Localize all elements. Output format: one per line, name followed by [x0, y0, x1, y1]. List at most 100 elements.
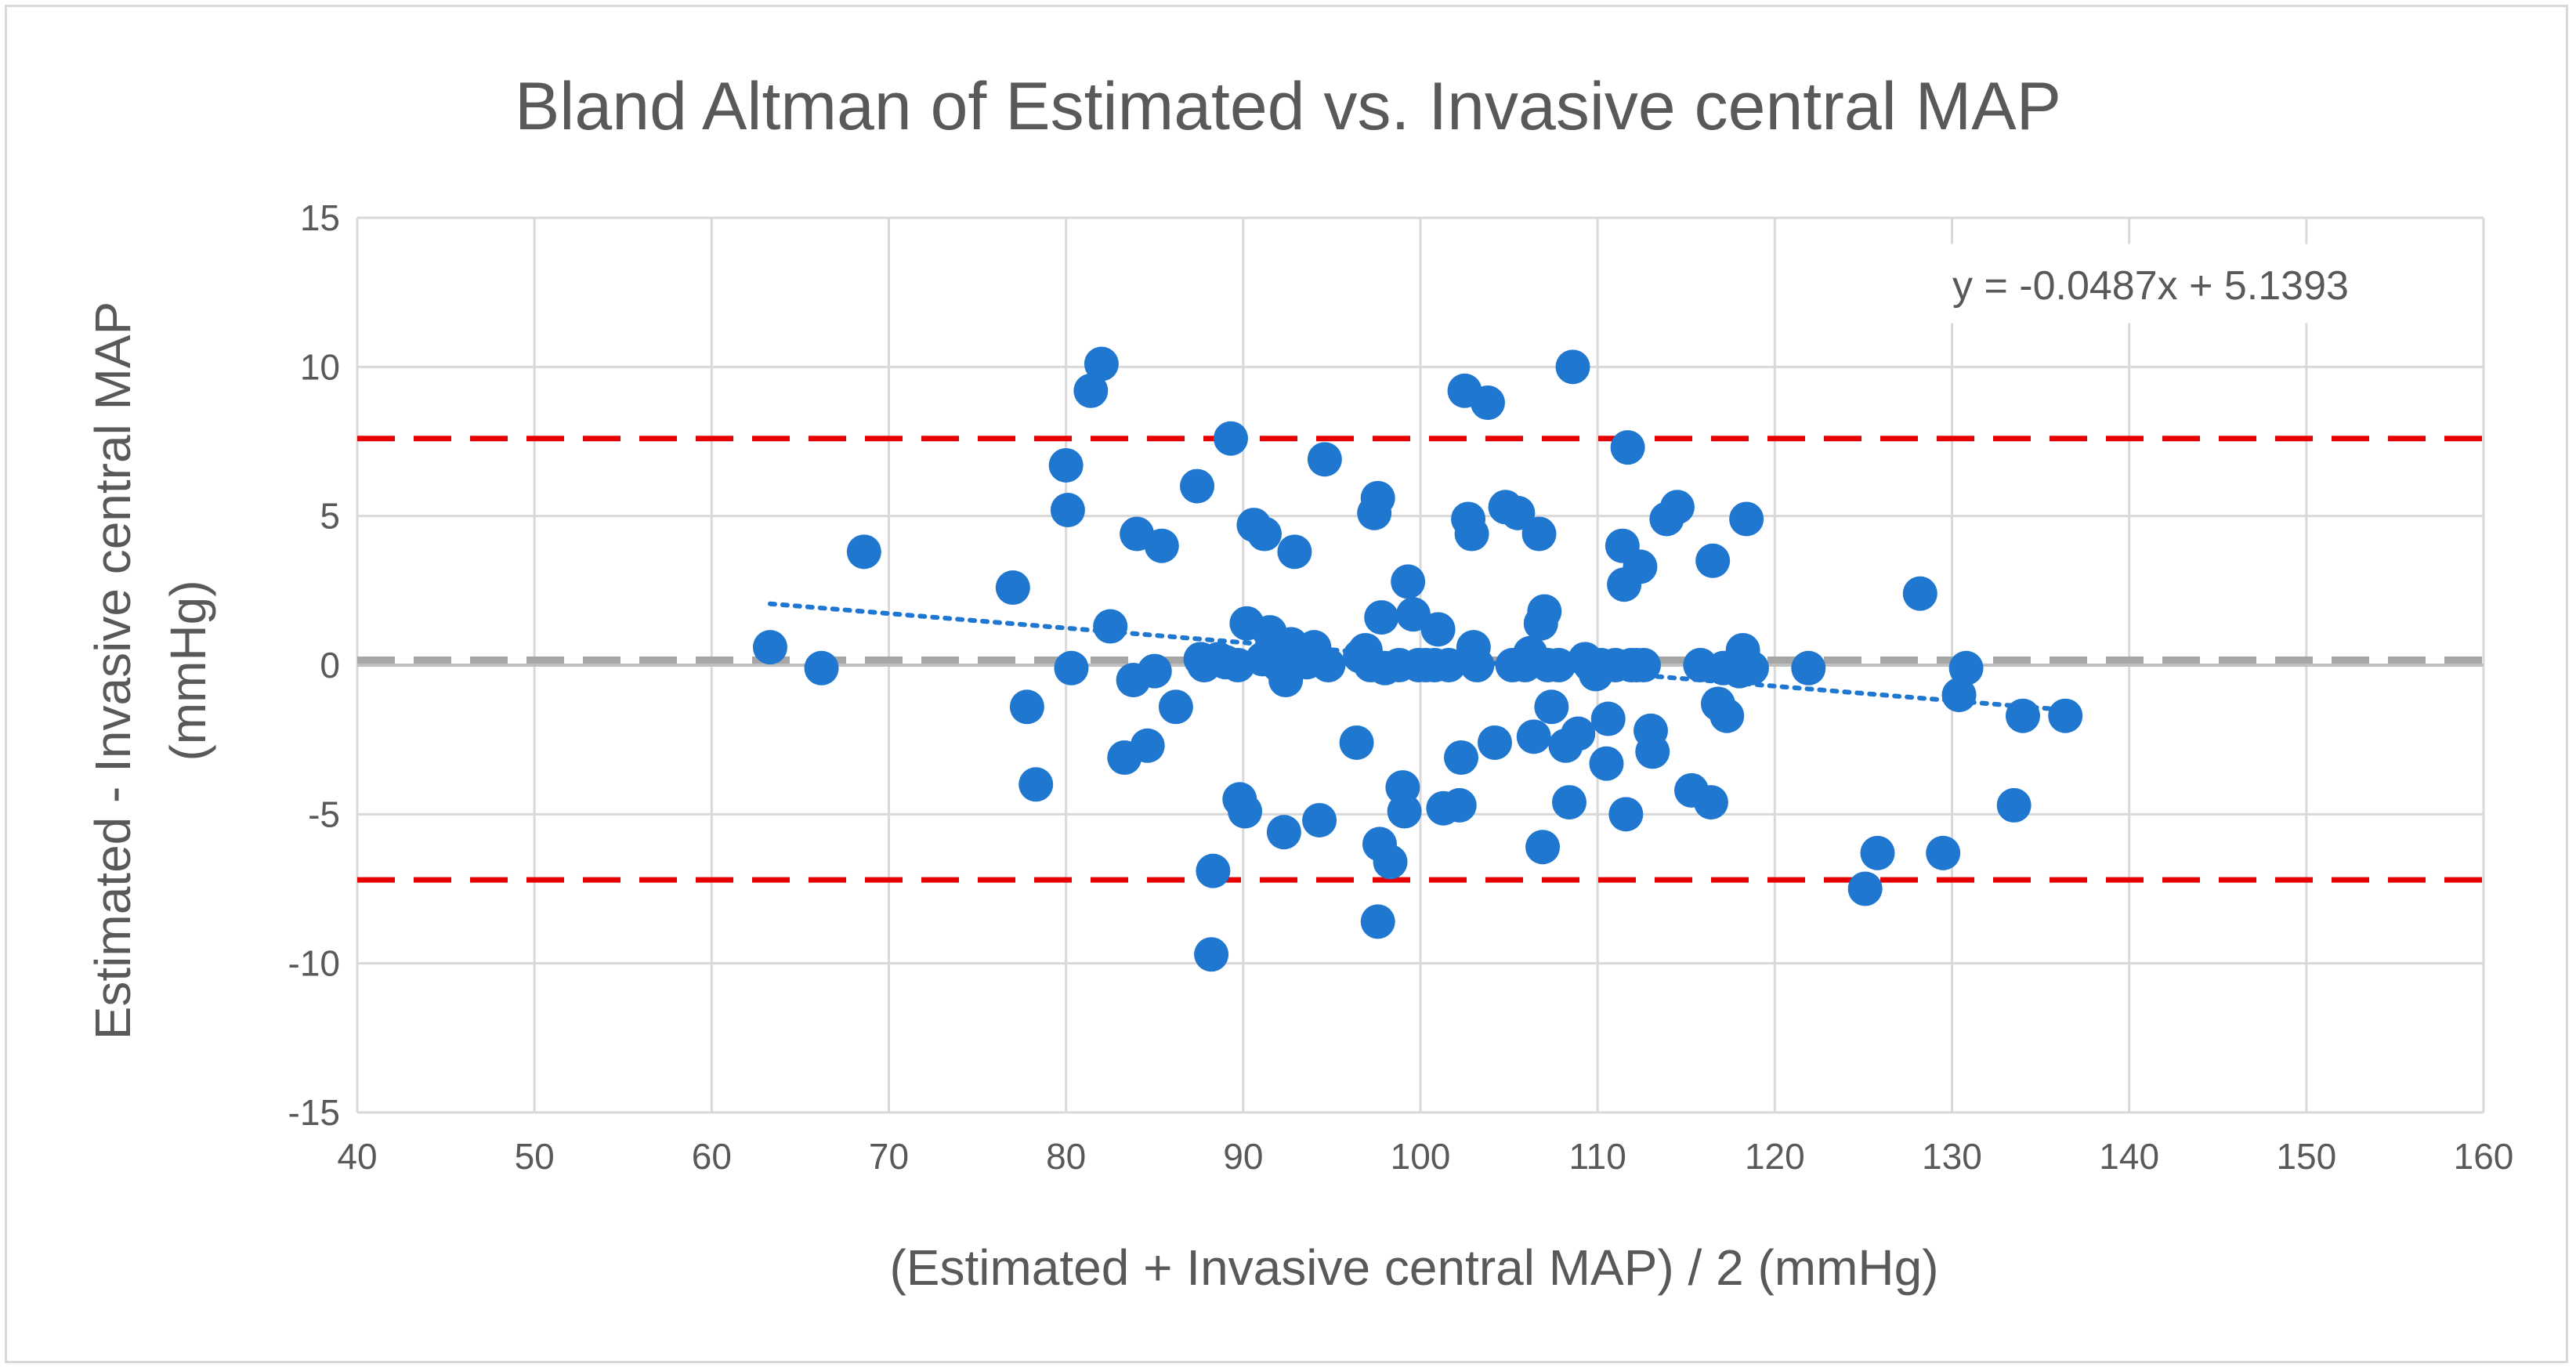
data-point	[1561, 716, 1596, 751]
data-point	[1442, 787, 1477, 823]
data-point	[1130, 728, 1165, 763]
data-point	[1018, 767, 1054, 802]
data-point	[1541, 648, 1576, 682]
y-tick-label: 0	[320, 645, 340, 686]
y-tick-label: 5	[320, 496, 340, 537]
x-tick-label: 90	[1223, 1136, 1263, 1177]
data-point	[1626, 648, 1661, 682]
y-tick-label: -15	[288, 1092, 340, 1133]
data-point	[1500, 495, 1536, 530]
chart-title: Bland Altman of Estimated vs. Invasive c…	[515, 69, 2061, 144]
data-point	[1420, 612, 1456, 647]
data-point	[1277, 534, 1312, 570]
x-tick-labels: 40 50 60 70 80 90 100 110 120 130 140 150 160	[337, 1136, 2513, 1177]
data-point	[1534, 689, 1569, 725]
data-point	[1444, 740, 1479, 776]
data-point	[1050, 493, 1085, 528]
x-tick-label: 60	[692, 1136, 732, 1177]
data-point	[1791, 650, 1826, 686]
data-point	[1460, 648, 1495, 682]
data-point	[1431, 648, 1467, 682]
data-point	[1470, 385, 1505, 421]
data-point	[804, 650, 839, 686]
data-point	[846, 534, 881, 570]
data-point	[1610, 430, 1645, 465]
data-point	[1194, 937, 1229, 972]
data-point	[1360, 904, 1395, 939]
data-point	[1093, 609, 1128, 644]
data-point	[1941, 678, 1977, 713]
x-tick-label: 70	[869, 1136, 909, 1177]
data-point	[1525, 830, 1561, 865]
equation-box	[1941, 244, 2458, 324]
x-tick-label: 50	[515, 1136, 555, 1177]
reference-lines	[357, 436, 2484, 883]
data-point	[1589, 746, 1624, 781]
data-point	[1144, 528, 1179, 563]
data-point	[1196, 853, 1231, 888]
data-point	[1996, 787, 2031, 823]
x-tick-label: 160	[2454, 1136, 2514, 1177]
y-tick-label: 10	[300, 346, 340, 387]
data-point	[1084, 346, 1119, 382]
data-point	[1454, 516, 1489, 552]
data-point	[1228, 794, 1263, 829]
data-point	[1048, 447, 1084, 483]
data-point	[1695, 543, 1731, 578]
data-point	[1054, 650, 1089, 686]
data-point	[1729, 501, 1764, 537]
data-point	[995, 570, 1030, 606]
data-point	[1516, 719, 1551, 754]
data-point	[1860, 835, 1895, 870]
data-point	[1659, 490, 1695, 525]
y-tick-labels: -15 -10 -5 0 5 10 15	[288, 197, 340, 1133]
data-point	[1551, 785, 1586, 820]
data-point	[1527, 594, 1562, 629]
y-axis-title-line1: Estimated - Invasive central MAP	[85, 302, 141, 1040]
y-tick-label: -5	[308, 794, 340, 834]
data-point	[1521, 516, 1557, 552]
data-point	[1307, 442, 1342, 477]
data-point	[1926, 835, 1961, 870]
y-tick-label: -10	[288, 943, 340, 984]
x-tick-label: 120	[1745, 1136, 1805, 1177]
data-point	[1693, 785, 1728, 820]
data-point	[1477, 725, 1512, 760]
x-axis-title: (Estimated + Invasive central MAP) / 2 (…	[889, 1239, 1938, 1296]
data-point	[1364, 600, 1399, 635]
data-point	[1623, 549, 1658, 584]
data-point	[1137, 653, 1172, 689]
data-point	[1266, 815, 1301, 850]
data-point	[1158, 689, 1193, 725]
data-point	[1635, 734, 1670, 769]
data-point	[1391, 564, 1426, 599]
data-point	[1246, 516, 1282, 552]
data-point	[1214, 421, 1249, 456]
data-point	[1073, 373, 1109, 408]
data-point	[1734, 650, 1769, 686]
x-tick-label: 140	[2099, 1136, 2159, 1177]
data-point	[1387, 794, 1422, 829]
data-point	[752, 630, 787, 665]
x-tick-label: 40	[337, 1136, 377, 1177]
data-points	[752, 346, 2083, 972]
x-tick-label: 80	[1046, 1136, 1086, 1177]
data-point	[1009, 689, 1044, 725]
data-point	[2048, 698, 2083, 733]
data-point	[1555, 349, 1590, 385]
data-point	[1847, 871, 1883, 906]
y-tick-label: 15	[300, 197, 340, 238]
data-point	[1339, 725, 1374, 760]
data-point	[1709, 698, 1745, 733]
x-tick-label: 100	[1391, 1136, 1451, 1177]
data-point	[1948, 650, 1984, 686]
data-point	[1902, 576, 1937, 611]
data-point	[1302, 802, 1337, 837]
trendline-equation: y = -0.0487x + 5.1393	[1952, 263, 2349, 309]
data-point	[1608, 797, 1644, 832]
data-point	[1180, 468, 1215, 504]
data-point	[1311, 648, 1346, 682]
data-point	[1373, 845, 1408, 880]
x-tick-label: 110	[1568, 1136, 1626, 1177]
